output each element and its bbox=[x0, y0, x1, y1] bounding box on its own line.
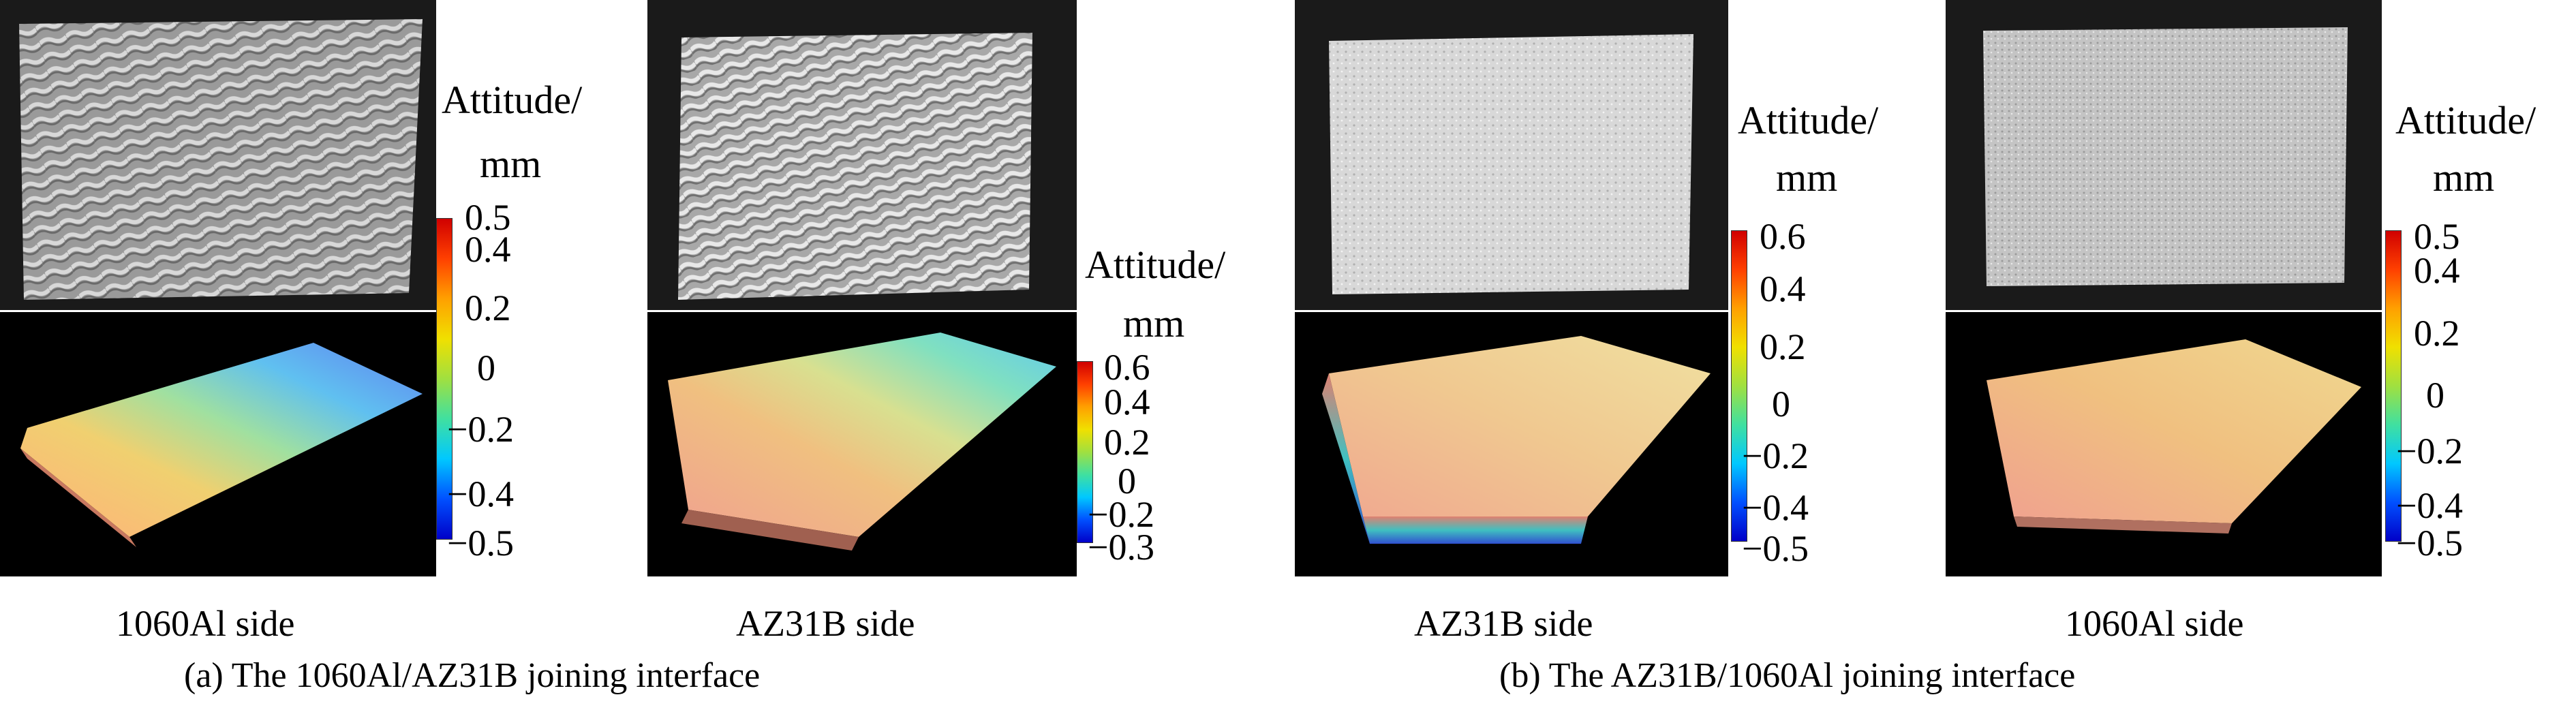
colorbar-a1 bbox=[436, 218, 453, 540]
colorbar-a2-tick: −0.2 bbox=[1088, 494, 1154, 535]
height-map-a1 bbox=[20, 343, 423, 547]
colorbar-a2-tick: 0.4 bbox=[1104, 382, 1150, 422]
colorbar-a2-tick: 0 bbox=[1118, 461, 1136, 501]
colorbar-b1-tick: 0.2 bbox=[1760, 326, 1806, 367]
colorbar-a2 bbox=[1077, 361, 1093, 543]
colorbar-b2-tick: 0 bbox=[2426, 375, 2444, 416]
height-map-a2 bbox=[668, 333, 1056, 551]
colorbar-b2-title-2: mm bbox=[2433, 155, 2495, 200]
sample-label-b2: 1060Al side bbox=[2065, 603, 2244, 644]
colorbar-a1-title-2: mm bbox=[480, 142, 542, 186]
photo-a2-bottom bbox=[647, 312, 1077, 576]
photo-a1-top bbox=[0, 0, 436, 310]
height-map-b1 bbox=[1322, 336, 1711, 544]
colorbar-b2-title-1: Attitude/ bbox=[2395, 98, 2536, 142]
colorbar-a1-tick: −0.5 bbox=[447, 523, 514, 564]
colorbar-a2-tick: 0.6 bbox=[1104, 347, 1150, 388]
colorbar-a1-tick: −0.4 bbox=[447, 474, 514, 514]
sample-label-b1: AZ31B side bbox=[1414, 603, 1593, 644]
colorbar-a2-tick: −0.3 bbox=[1088, 527, 1154, 568]
colorbar-a1-tick: 0 bbox=[477, 348, 495, 388]
colorbar-b1-title-1: Attitude/ bbox=[1738, 98, 1879, 142]
colorbar-b1-tick: −0.2 bbox=[1742, 435, 1809, 476]
colorbar-a2-tick: 0.2 bbox=[1104, 422, 1150, 463]
colorbar-a1-tick: −0.2 bbox=[447, 409, 514, 450]
colorbar-b2-tick: 0.2 bbox=[2414, 313, 2460, 354]
colorbar-b2-tick: 0.5 bbox=[2414, 216, 2460, 257]
caption-a: (a) The 1060Al/AZ31B joining interface bbox=[184, 656, 761, 695]
metal-surface-b1 bbox=[1329, 34, 1693, 294]
colorbar-a2-title-2: mm bbox=[1123, 301, 1185, 345]
photo-a1-bottom bbox=[0, 312, 436, 576]
colorbar-b2-tick: −0.5 bbox=[2396, 523, 2463, 564]
photo-b2-bottom bbox=[1946, 312, 2382, 576]
sample-label-a2: AZ31B side bbox=[736, 603, 915, 644]
colorbar-b1-tick: 0.4 bbox=[1760, 268, 1806, 309]
colorbar-b1-tick: 0 bbox=[1772, 384, 1790, 425]
colorbar-a1-tick: 0.5 bbox=[465, 197, 511, 238]
colorbar-b1-title-2: mm bbox=[1776, 155, 1838, 200]
metal-surface-b2 bbox=[1983, 27, 2348, 286]
colorbar-b1 bbox=[1731, 230, 1747, 542]
colorbar-b2 bbox=[2385, 230, 2402, 542]
colorbar-a1-tick: 0.4 bbox=[465, 229, 511, 270]
colorbar-a1-tick: 0.2 bbox=[465, 288, 511, 328]
photo-b1-bottom bbox=[1295, 312, 1728, 576]
photo-b2-top bbox=[1946, 0, 2382, 310]
colorbar-b2-tick: −0.4 bbox=[2396, 485, 2463, 526]
metal-surface-a1 bbox=[19, 19, 423, 300]
sample-label-a1: 1060Al side bbox=[116, 603, 295, 644]
colorbar-b2-tick: 0.4 bbox=[2414, 250, 2460, 291]
colorbar-b2-tick: −0.2 bbox=[2396, 431, 2463, 472]
metal-surface-a2 bbox=[678, 33, 1032, 300]
colorbar-b1-tick: 0.6 bbox=[1760, 216, 1806, 257]
colorbar-b1-tick: −0.5 bbox=[1742, 528, 1809, 569]
colorbar-a1-title-1: Attitude/ bbox=[442, 78, 583, 122]
photo-a2-top bbox=[647, 0, 1077, 310]
caption-b: (b) The AZ31B/1060Al joining interface bbox=[1499, 656, 2076, 695]
colorbar-a2-title-1: Attitude/ bbox=[1085, 243, 1226, 287]
photo-b1-top bbox=[1295, 0, 1728, 310]
height-map-b2 bbox=[1987, 339, 2361, 534]
colorbar-b1-tick: −0.4 bbox=[1742, 487, 1809, 528]
